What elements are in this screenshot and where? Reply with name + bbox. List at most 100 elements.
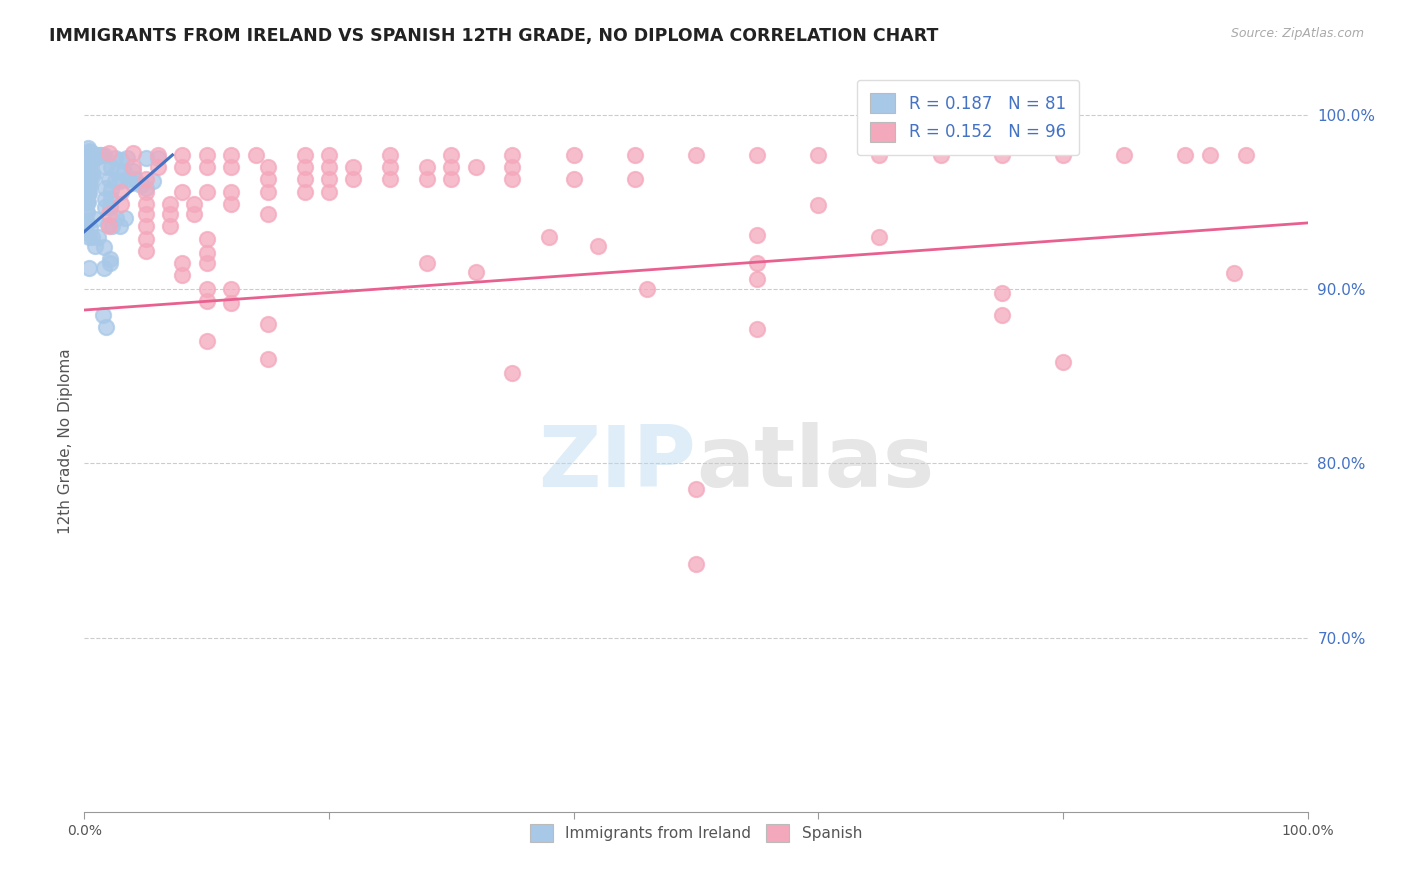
Point bbox=[502, 366, 524, 380]
Point bbox=[101, 219, 124, 234]
Point bbox=[122, 146, 145, 161]
Point bbox=[1114, 148, 1136, 162]
Point bbox=[172, 256, 194, 270]
Point bbox=[636, 282, 658, 296]
Point bbox=[114, 211, 136, 225]
Point bbox=[82, 148, 104, 162]
Point bbox=[108, 219, 131, 234]
Point bbox=[97, 218, 120, 232]
Point bbox=[440, 172, 463, 186]
Point bbox=[440, 148, 463, 162]
Point bbox=[104, 174, 127, 188]
Point bbox=[991, 285, 1014, 300]
Text: ZIP: ZIP bbox=[538, 422, 696, 505]
Point bbox=[77, 169, 100, 183]
Point bbox=[80, 146, 103, 161]
Point bbox=[318, 185, 340, 199]
Point bbox=[159, 196, 181, 211]
Point bbox=[77, 160, 100, 174]
Point bbox=[87, 230, 110, 244]
Point bbox=[257, 207, 280, 221]
Point bbox=[1174, 148, 1197, 162]
Point bbox=[75, 194, 97, 209]
Point bbox=[96, 320, 118, 334]
Point bbox=[172, 148, 194, 162]
Point bbox=[84, 238, 107, 252]
Point bbox=[76, 178, 98, 192]
Point bbox=[219, 148, 242, 162]
Point bbox=[135, 185, 157, 199]
Point bbox=[77, 230, 100, 244]
Point bbox=[685, 483, 707, 497]
Point bbox=[77, 186, 100, 201]
Point bbox=[342, 172, 364, 186]
Point bbox=[77, 145, 100, 159]
Point bbox=[75, 152, 97, 166]
Point bbox=[294, 148, 316, 162]
Point bbox=[100, 160, 122, 174]
Point bbox=[98, 252, 121, 267]
Point bbox=[135, 172, 157, 186]
Point bbox=[110, 196, 132, 211]
Point bbox=[538, 230, 561, 244]
Point bbox=[94, 192, 117, 206]
Point bbox=[440, 160, 463, 174]
Point bbox=[183, 207, 205, 221]
Point bbox=[135, 244, 157, 258]
Point bbox=[124, 172, 146, 186]
Point bbox=[172, 160, 194, 174]
Point bbox=[98, 256, 121, 270]
Point bbox=[75, 157, 97, 171]
Point bbox=[121, 176, 143, 190]
Point bbox=[76, 205, 98, 219]
Point bbox=[76, 158, 98, 172]
Point bbox=[80, 230, 103, 244]
Point bbox=[110, 185, 132, 199]
Point bbox=[75, 203, 97, 218]
Point bbox=[416, 172, 439, 186]
Point bbox=[94, 181, 117, 195]
Point bbox=[86, 150, 108, 164]
Point bbox=[142, 174, 165, 188]
Point bbox=[77, 261, 100, 276]
Point bbox=[80, 167, 103, 181]
Text: Source: ZipAtlas.com: Source: ZipAtlas.com bbox=[1230, 27, 1364, 40]
Point bbox=[183, 196, 205, 211]
Point bbox=[502, 148, 524, 162]
Point bbox=[1198, 148, 1220, 162]
Point bbox=[502, 160, 524, 174]
Y-axis label: 12th Grade, No Diploma: 12th Grade, No Diploma bbox=[58, 349, 73, 534]
Point bbox=[77, 141, 100, 155]
Point bbox=[90, 148, 112, 162]
Point bbox=[464, 265, 486, 279]
Point bbox=[84, 148, 107, 162]
Text: atlas: atlas bbox=[696, 422, 934, 505]
Point bbox=[79, 158, 101, 172]
Point bbox=[135, 219, 157, 234]
Point bbox=[115, 152, 138, 166]
Point bbox=[93, 261, 115, 276]
Point bbox=[380, 172, 402, 186]
Point bbox=[82, 169, 104, 183]
Point bbox=[96, 160, 118, 174]
Point bbox=[146, 152, 169, 166]
Point bbox=[685, 148, 707, 162]
Point bbox=[991, 148, 1014, 162]
Point bbox=[416, 160, 439, 174]
Point bbox=[76, 186, 98, 201]
Point bbox=[747, 256, 769, 270]
Point bbox=[83, 150, 105, 164]
Point bbox=[219, 160, 242, 174]
Point bbox=[97, 207, 120, 221]
Point bbox=[84, 212, 107, 227]
Legend: Immigrants from Ireland, Spanish: Immigrants from Ireland, Spanish bbox=[524, 818, 868, 848]
Point bbox=[195, 245, 218, 260]
Point bbox=[76, 167, 98, 181]
Point bbox=[195, 231, 218, 245]
Point bbox=[105, 211, 128, 225]
Point bbox=[79, 167, 101, 181]
Point bbox=[562, 148, 585, 162]
Point bbox=[98, 200, 121, 214]
Point bbox=[77, 153, 100, 168]
Point bbox=[869, 230, 891, 244]
